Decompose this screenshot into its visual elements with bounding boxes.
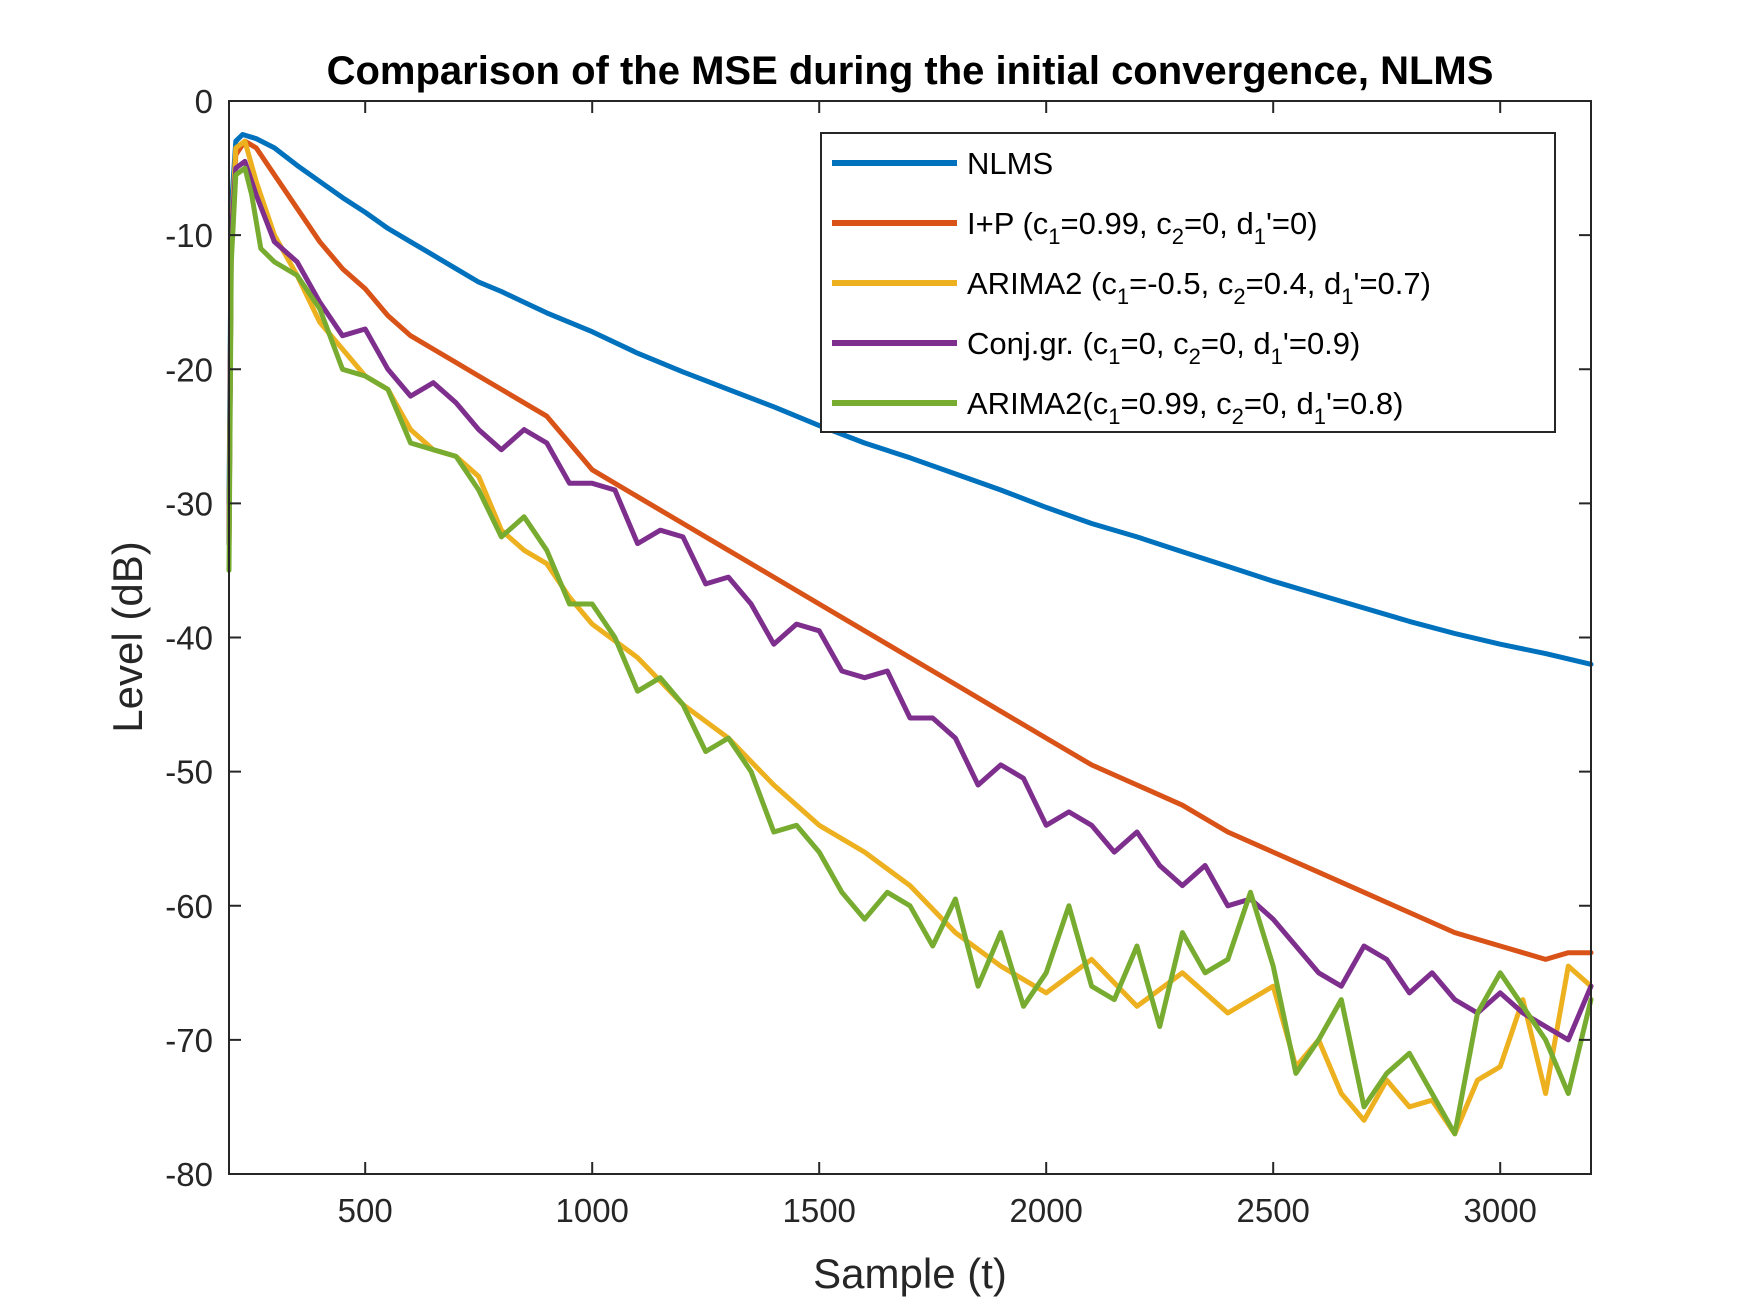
x-tick-label: 1500 (782, 1192, 855, 1229)
y-tick-label: -10 (165, 217, 213, 254)
x-tick-label: 2500 (1236, 1192, 1309, 1229)
chart-title: Comparison of the MSE during the initial… (327, 49, 1494, 93)
x-axis: 500 1000 1500 2000 2500 3000 (338, 101, 1537, 1229)
x-tick-label: 3000 (1463, 1192, 1536, 1229)
legend-label-3: ARIMA2 (c1=-0.5, c2=0.4, d1'=0.7) (967, 266, 1431, 309)
legend-label-1: NLMS (967, 146, 1053, 181)
y-tick-label: -40 (165, 620, 213, 657)
legend: NLMS I+P (c1=0.99, c2=0, d1'=0) ARIMA2 (c1… (820, 132, 1556, 433)
series-line-1 (226, 132, 1594, 667)
x-tick-label: 2000 (1009, 1192, 1082, 1229)
y-tick-label: -80 (165, 1156, 213, 1193)
series-line-5 (226, 165, 1594, 1137)
y-tick-label: -60 (165, 888, 213, 925)
y-tick-label: 0 (195, 83, 213, 120)
y-tick-label: -70 (165, 1022, 213, 1059)
x-tick-label: 500 (338, 1192, 393, 1229)
x-axis-label: Sample (t) (813, 1250, 1007, 1297)
y-axis-label: Level (dB) (104, 541, 151, 732)
series-layer (226, 132, 1594, 1137)
legend-label-2: I+P (c1=0.99, c2=0, d1'=0) (967, 206, 1318, 249)
x-tick-label: 1000 (555, 1192, 628, 1229)
series-line-3 (226, 138, 1594, 1137)
y-tick-label: -30 (165, 485, 213, 522)
series-line-2 (226, 138, 1594, 962)
legend-label-4: Conj.gr. (c1=0, c2=0, d1'=0.9) (967, 326, 1360, 369)
y-tick-label: -50 (165, 754, 213, 791)
series-line-4 (226, 158, 1594, 1043)
y-tick-label: -20 (165, 351, 213, 388)
y-axis: 0 -10 -20 -30 -40 -50 -60 -70 -80 (165, 83, 1591, 1193)
legend-label-5: ARIMA2(c1=0.99, c2=0, d1'=0.8) (967, 386, 1403, 429)
